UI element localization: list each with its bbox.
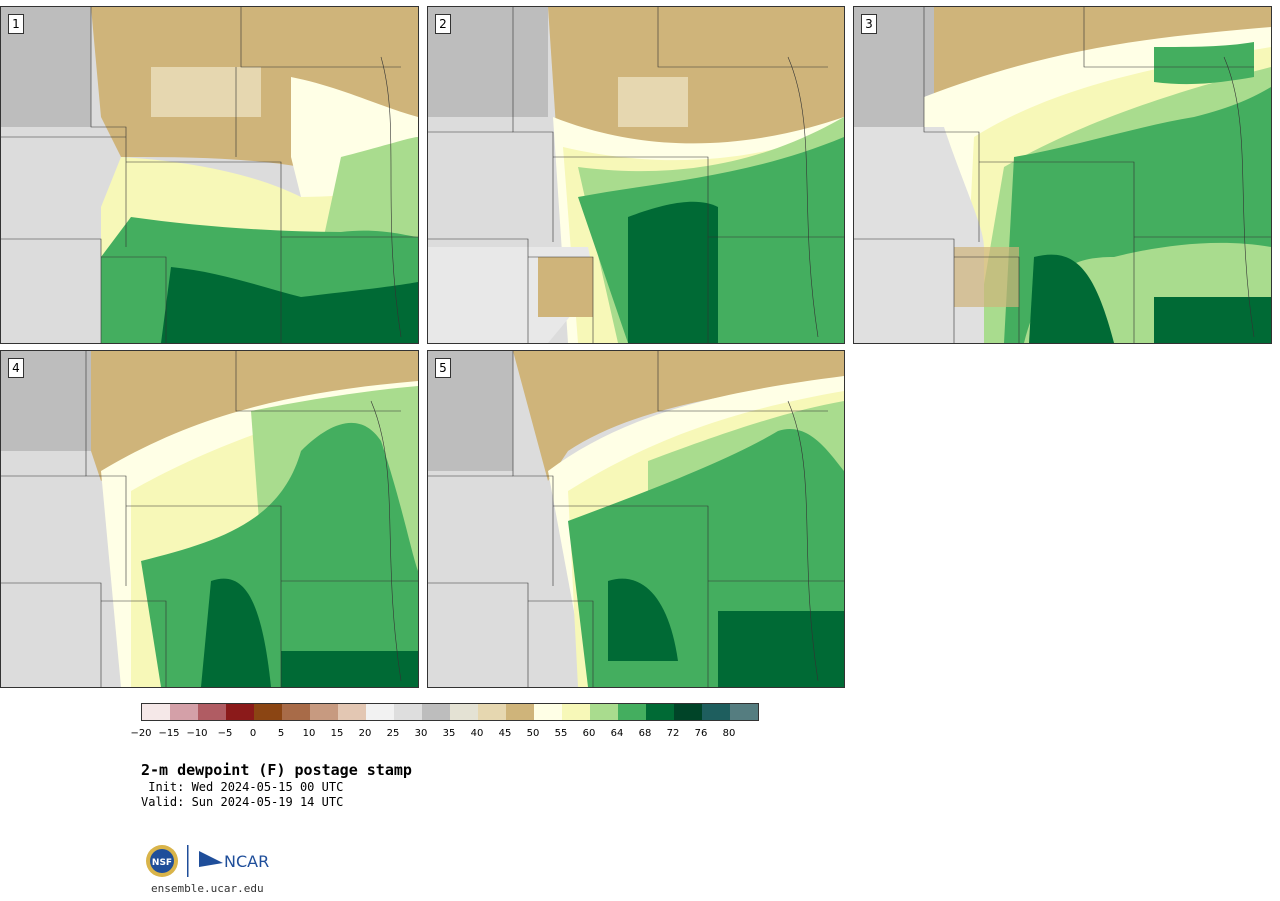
- colorbar-swatch: [142, 704, 170, 720]
- map-panel-4: 4: [0, 350, 419, 688]
- colorbar: [141, 703, 759, 721]
- panel-number-4: 4: [8, 358, 24, 378]
- dewpoint-map-5: [428, 351, 844, 687]
- colorbar-swatch: [170, 704, 198, 720]
- colorbar-tick-label: 68: [638, 728, 652, 739]
- colorbar-tick-label: −5: [217, 728, 233, 739]
- colorbar-swatch: [478, 704, 506, 720]
- colorbar-tick-label: 15: [330, 728, 344, 739]
- colorbar-swatch: [254, 704, 282, 720]
- colorbar-swatch: [394, 704, 422, 720]
- dewpoint-map-3: [854, 7, 1271, 343]
- colorbar-tick-label: 64: [610, 728, 624, 739]
- colorbar-tick-label: 0: [249, 728, 257, 739]
- colorbar-tick-label: 80: [722, 728, 736, 739]
- dewpoint-map-1: [1, 7, 418, 343]
- colorbar-tick-label: 30: [414, 728, 428, 739]
- panel-number-2: 2: [435, 14, 451, 34]
- colorbar-tick-label: −10: [186, 728, 208, 739]
- colorbar-swatch: [674, 704, 702, 720]
- colorbar-swatch: [422, 704, 450, 720]
- map-panel-5: 5: [427, 350, 845, 688]
- colorbar-tick-labels: −20 −15 −10 −5 0 5 10 15 20 25 30 35 40 45 50 55 60 64 68 7…: [130, 728, 761, 742]
- colorbar-tick-label: 50: [526, 728, 540, 739]
- colorbar-swatch: [338, 704, 366, 720]
- map-panel-2: 2: [427, 6, 845, 344]
- init-time: Init: Wed 2024-05-15 00 UTC: [141, 780, 344, 794]
- map-panel-3: 3: [853, 6, 1272, 344]
- colorbar-swatch: [366, 704, 394, 720]
- ncar-logo-text: NCAR: [224, 852, 269, 871]
- ncar-mark-icon: [199, 851, 223, 867]
- colorbar-swatch: [534, 704, 562, 720]
- map-panel-1: 1: [0, 6, 419, 344]
- panel-number-5: 5: [435, 358, 451, 378]
- colorbar-tick-label: 60: [582, 728, 596, 739]
- colorbar-swatch: [506, 704, 534, 720]
- colorbar-tick-label: 35: [442, 728, 456, 739]
- colorbar-tick-label: 72: [666, 728, 680, 739]
- nsf-logo-text: NSF: [152, 858, 172, 868]
- panel-number-3: 3: [861, 14, 877, 34]
- colorbar-tick-label: −20: [130, 728, 152, 739]
- colorbar-tick-label: 55: [554, 728, 568, 739]
- colorbar-tick-label: −15: [158, 728, 180, 739]
- colorbar-tick-label: 45: [498, 728, 512, 739]
- colorbar-swatch: [562, 704, 590, 720]
- valid-time: Valid: Sun 2024-05-19 14 UTC: [141, 795, 344, 809]
- colorbar-swatch: [646, 704, 674, 720]
- colorbar-tick-label: 40: [470, 728, 484, 739]
- colorbar-swatch: [198, 704, 226, 720]
- colorbar-swatch: [310, 704, 338, 720]
- colorbar-swatch: [450, 704, 478, 720]
- panel-number-1: 1: [8, 14, 24, 34]
- colorbar-tick-label: 25: [386, 728, 400, 739]
- colorbar-tick-label: 10: [302, 728, 316, 739]
- colorbar-swatch: [730, 704, 758, 720]
- dewpoint-map-2: [428, 7, 844, 343]
- colorbar-tick-label: 20: [358, 728, 372, 739]
- colorbar-tick-label: 5: [277, 728, 285, 739]
- nsf-ncar-logo: NSF NCAR: [145, 843, 275, 879]
- colorbar-swatch: [590, 704, 618, 720]
- colorbar-swatch: [618, 704, 646, 720]
- colorbar-swatch: [226, 704, 254, 720]
- dewpoint-map-4: [1, 351, 418, 687]
- colorbar-swatch: [282, 704, 310, 720]
- colorbar-swatch: [702, 704, 730, 720]
- chart-title: 2-m dewpoint (F) postage stamp: [141, 761, 412, 779]
- website-url: ensemble.ucar.edu: [151, 882, 264, 895]
- colorbar-tick-label: 76: [694, 728, 708, 739]
